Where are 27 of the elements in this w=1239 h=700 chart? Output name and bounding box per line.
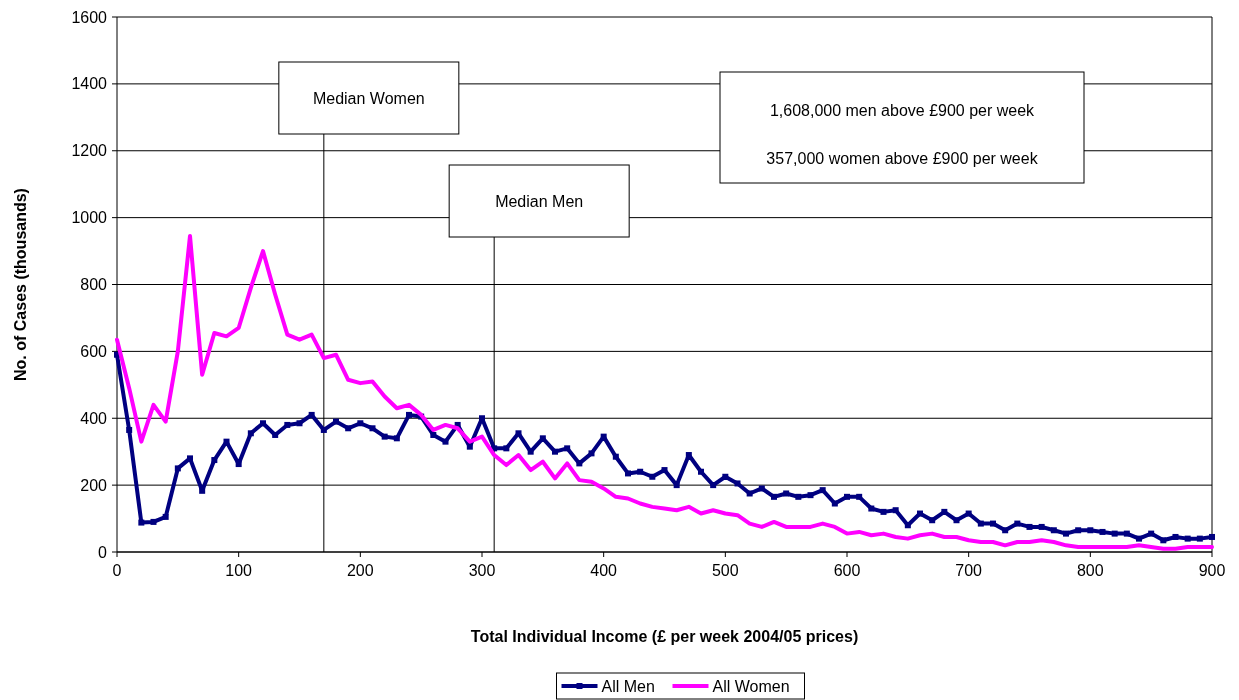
y-tick-label: 600: [80, 342, 108, 360]
legend-label: All Men: [601, 677, 655, 695]
y-tick-label: 1200: [71, 142, 108, 160]
x-tick-label: 500: [711, 562, 739, 579]
y-tick-label: 1000: [71, 209, 108, 227]
x-tick-label: 0: [112, 562, 122, 579]
y-tick-label: 0: [98, 543, 108, 561]
y-tick-label: 1400: [71, 75, 108, 93]
x-tick-label: 100: [225, 562, 253, 579]
y-tick-label: 200: [80, 476, 108, 494]
y-axis-title: No. of Cases (thousands): [12, 188, 29, 381]
annotation: 357,000 women above £900 per week: [766, 149, 1039, 167]
x-tick-label: 600: [833, 562, 861, 579]
x-tick-label: 900: [1198, 562, 1226, 579]
annotation: 1,608,000 men above £900 per week: [769, 101, 1036, 119]
ref-line-label: Median Men: [495, 192, 584, 210]
x-tick-label: 800: [1076, 562, 1104, 579]
y-tick-label: 800: [80, 276, 108, 294]
legend-label: All Women: [712, 677, 790, 695]
y-tick-label: 400: [80, 409, 108, 427]
x-tick-label: 200: [346, 562, 374, 579]
x-tick-label: 300: [468, 562, 496, 579]
x-tick-label: 400: [590, 562, 618, 579]
x-tick-label: 700: [955, 562, 983, 579]
ref-line-label: Median Women: [312, 89, 425, 107]
y-tick-label: 1600: [71, 8, 108, 26]
x-axis-title: Total Individual Income (£ per week 2004/05 prices): [470, 628, 859, 645]
